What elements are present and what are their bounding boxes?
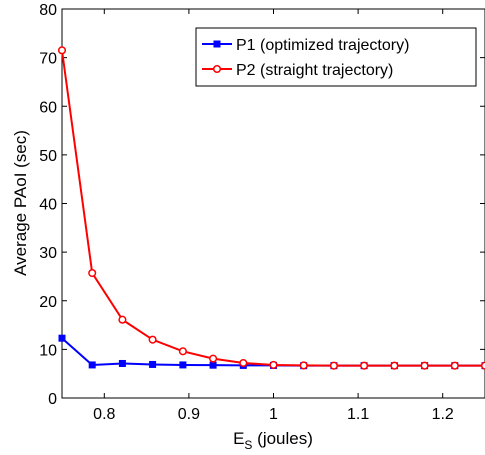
y-tick-label: 40 [39,197,57,214]
series-2-point [450,361,459,370]
legend-marker-1 [213,40,221,48]
x-axis-label-main: E [233,429,244,448]
series-2-point [299,361,308,370]
series-1-point [58,334,66,342]
legend-box [195,27,477,87]
y-tick-label: 20 [39,294,57,311]
y-tick-label: 60 [39,99,57,116]
series-2-point [239,358,248,368]
x-tick-label: 1.2 [432,406,454,423]
series-2-point [148,335,157,344]
series-2-point [178,347,187,356]
legend-label-1: P1 (optimized trajectory) [236,37,409,54]
y-tick-label: 70 [39,51,57,68]
legend-marker-2 [212,64,222,74]
series-2-point [57,46,67,55]
x-axis-label-units: (joules) [252,429,312,448]
y-axis-label: Average PAoI (sec) [11,130,30,276]
series-1-point [118,359,126,367]
series-2-point [420,361,429,370]
axis-ticks: 0.8 0.9 1 1.1 1.2 0 10 20 30 40 50 60 70 80 [39,2,485,423]
series-2-point [209,354,218,363]
x-tick-label: 1 [269,406,278,423]
series-2-point [390,361,399,370]
series-2-point [480,361,485,370]
y-tick-label: 80 [39,2,57,19]
series-layer [57,46,485,370]
y-tick-label: 30 [39,245,57,262]
legend-label-2: P2 (straight trajectory) [236,62,393,79]
y-tick-label: 10 [39,342,57,359]
y-tick-label: 0 [48,391,57,408]
series-2-point [88,268,97,278]
series-1-point [149,360,157,368]
series-2-point [269,360,278,369]
x-tick-label: 0.9 [178,406,200,423]
legend: P1 (optimized trajectory) P2 (straight tr… [195,27,477,87]
series-2-point [360,361,369,370]
series-2-point [329,361,338,370]
series-2 [57,46,485,370]
x-axis-label-subscript: S [244,438,252,452]
series-1-point [88,361,96,369]
series-1-point [179,361,187,369]
x-tick-label: 0.8 [93,406,115,423]
series-2-point [118,315,127,324]
x-axis-label: ES (joules) [233,429,313,452]
series-1-point [209,361,217,369]
x-tick-label: 1.1 [347,406,369,423]
y-tick-label: 50 [39,148,57,165]
